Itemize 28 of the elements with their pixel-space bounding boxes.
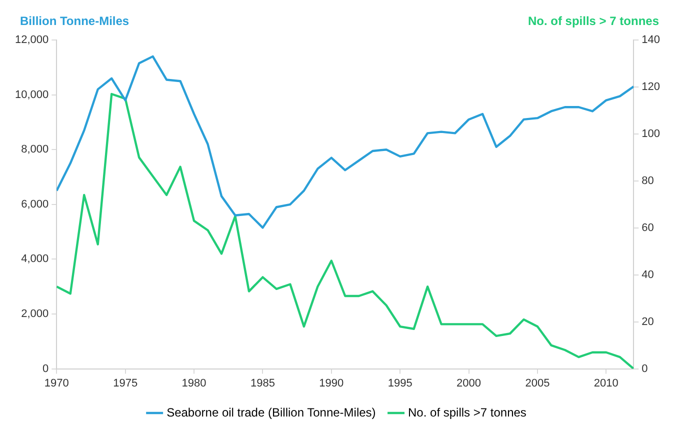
y2-axis-title: No. of spills > 7 tonnes — [528, 14, 659, 28]
legend-label: No. of spills >7 tonnes — [408, 405, 526, 420]
y-tick-label: 4,000 — [21, 253, 49, 266]
y2-tick-label: 40 — [642, 268, 654, 281]
y-tick-label: 2,000 — [21, 308, 49, 320]
x-tick-label: 1980 — [182, 377, 206, 390]
y2-tick-label: 100 — [642, 128, 660, 140]
x-tick-label: 1985 — [250, 377, 275, 390]
y-axis-title: Billion Tonne-Miles — [20, 14, 130, 28]
x-tick-label: 2000 — [456, 377, 482, 390]
x-tick-label: 1990 — [319, 377, 344, 390]
y-tick-label: 0 — [42, 362, 49, 375]
y2-tick-label: 20 — [642, 316, 654, 328]
y-tick-label: 8,000 — [21, 144, 49, 156]
x-tick-label: 1970 — [44, 377, 69, 390]
y2-tick-label: 0 — [642, 362, 648, 375]
y-tick-label: 6,000 — [21, 198, 49, 210]
y-tick-label: 10,000 — [14, 88, 49, 101]
x-tick-label: 2010 — [594, 377, 618, 390]
x-tick-label: 1975 — [113, 377, 138, 390]
y-tick-label: 12,000 — [14, 34, 49, 46]
y2-tick-label: 120 — [642, 81, 660, 94]
y2-tick-label: 140 — [642, 34, 660, 46]
x-tick-label: 2005 — [525, 377, 550, 390]
y2-tick-label: 80 — [642, 174, 654, 187]
y2-tick-label: 60 — [642, 222, 654, 234]
x-tick-label: 1995 — [388, 377, 412, 390]
legend-label: Seaborne oil trade (Billion Tonne-Miles) — [166, 405, 376, 420]
